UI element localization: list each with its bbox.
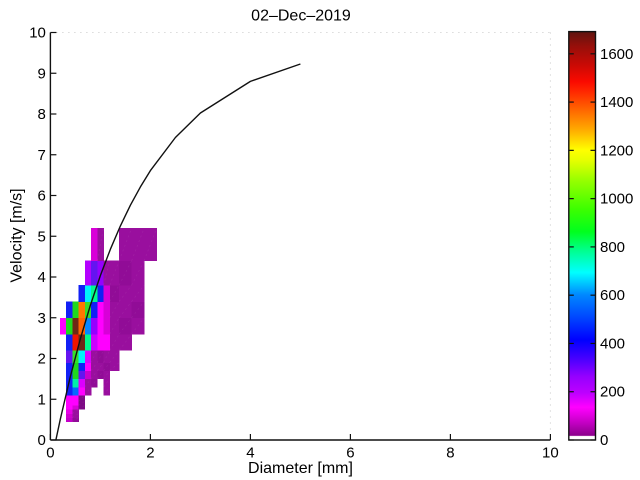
svg-text:200: 200 xyxy=(600,384,625,401)
svg-text:0: 0 xyxy=(46,445,54,462)
svg-text:8: 8 xyxy=(38,106,46,123)
svg-text:6: 6 xyxy=(38,188,46,205)
svg-text:1200: 1200 xyxy=(600,142,633,159)
svg-text:7: 7 xyxy=(38,147,46,164)
svg-text:02–Dec–2019: 02–Dec–2019 xyxy=(251,8,351,25)
svg-text:400: 400 xyxy=(600,335,625,352)
svg-text:3: 3 xyxy=(38,310,46,327)
svg-text:5: 5 xyxy=(38,228,46,245)
svg-text:9: 9 xyxy=(38,65,46,82)
svg-text:2: 2 xyxy=(146,445,154,462)
svg-text:4: 4 xyxy=(246,445,254,462)
svg-text:Velocity [m/s]: Velocity [m/s] xyxy=(9,188,26,282)
svg-text:0: 0 xyxy=(600,432,608,449)
svg-text:1000: 1000 xyxy=(600,191,633,208)
svg-text:800: 800 xyxy=(600,239,625,256)
svg-text:6: 6 xyxy=(346,445,354,462)
svg-text:10: 10 xyxy=(542,445,559,462)
svg-text:600: 600 xyxy=(600,287,625,304)
svg-text:1400: 1400 xyxy=(600,94,633,111)
svg-text:10: 10 xyxy=(29,25,46,42)
svg-text:1: 1 xyxy=(38,391,46,408)
svg-text:8: 8 xyxy=(446,445,454,462)
svg-text:2: 2 xyxy=(38,351,46,368)
svg-text:Diameter [mm]: Diameter [mm] xyxy=(248,460,353,477)
svg-text:4: 4 xyxy=(38,269,46,286)
svg-text:0: 0 xyxy=(38,432,46,449)
svg-text:1600: 1600 xyxy=(600,46,633,63)
